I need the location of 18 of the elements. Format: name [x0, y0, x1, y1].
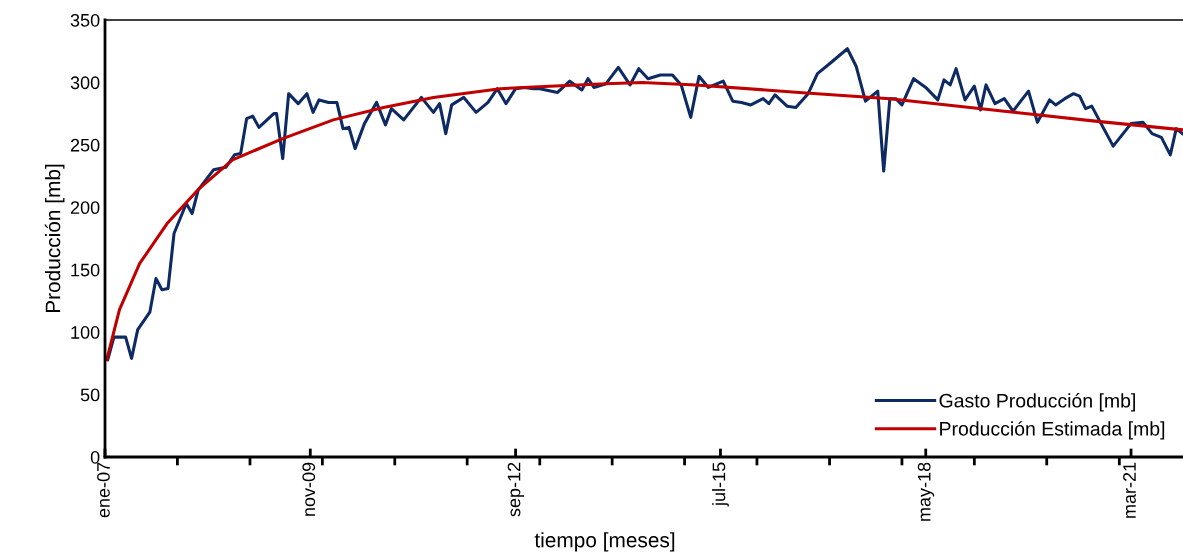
y-tick-label: 100 — [71, 326, 100, 339]
y-tick-label: 0 — [90, 450, 100, 464]
y-tick-label: 50 — [80, 388, 100, 402]
y-tick-label: 150 — [71, 263, 100, 277]
x-axis-title: tiempo [meses] — [534, 532, 675, 552]
x-tick-label: may-18 — [917, 462, 935, 521]
y-axis-title: Producción [mb] — [44, 164, 65, 313]
y-tick-label: 350 — [70, 13, 100, 27]
legend-label: Gasto Producción [mb] — [939, 393, 1135, 412]
x-tick-label: mar-21 — [1123, 462, 1136, 518]
y-tick-label: 200 — [70, 201, 100, 215]
x-tick-label: nov-09 — [302, 462, 316, 516]
x-tick-label: jul-15 — [712, 462, 729, 507]
x-tick-label: ene-07 — [97, 462, 110, 518]
legend-label: Producción Estimada [mb] — [940, 421, 1165, 440]
y-tick-label: 250 — [70, 138, 100, 152]
x-tick-label: sep-12 — [507, 462, 524, 517]
y-tick-label: 300 — [70, 76, 100, 90]
